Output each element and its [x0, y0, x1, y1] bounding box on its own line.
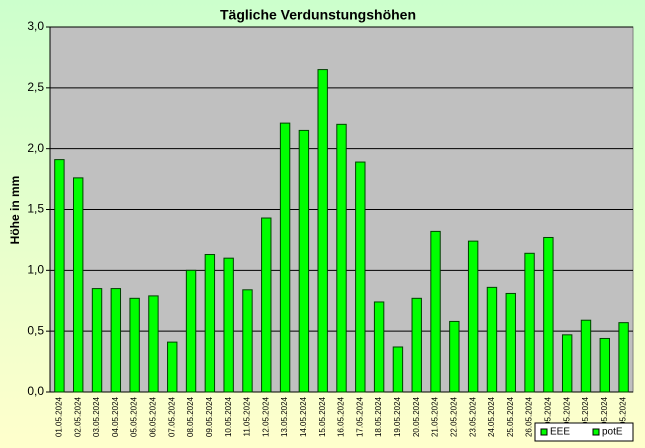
- bar: [54, 159, 65, 393]
- x-tick-label: 22.05.2024: [449, 396, 458, 437]
- y-tick-label: 0,0: [27, 384, 44, 398]
- bar: [261, 217, 272, 393]
- bar: [242, 289, 253, 393]
- bar: [91, 288, 103, 393]
- x-tick-label: 12.05.2024: [261, 396, 270, 437]
- bar: [505, 292, 516, 393]
- bar: [129, 297, 140, 393]
- bar: [223, 257, 234, 393]
- bar: [561, 334, 573, 393]
- x-tick-label: 23.05.2024: [468, 396, 477, 437]
- bar: [543, 236, 554, 393]
- y-tick-label: 2,5: [27, 80, 44, 94]
- legend-label: potE: [602, 427, 623, 438]
- x-tick-label: 24.05.2024: [487, 396, 496, 437]
- x-tick-label: 09.05.2024: [205, 396, 214, 437]
- x-tick-label: 05.05.2024: [130, 396, 139, 437]
- x-tick-label: 27.05.2024: [543, 396, 552, 437]
- bar: [373, 301, 385, 393]
- x-tick-label: 10.05.2024: [224, 396, 233, 437]
- legend-swatch: [540, 428, 548, 436]
- x-tick-label: 03.05.2024: [92, 396, 101, 437]
- bar: [411, 297, 422, 393]
- y-axis-label: Höhe in mm: [8, 176, 22, 245]
- bar: [336, 123, 347, 393]
- chart-title: Tägliche Verdunstungshöhen: [220, 7, 416, 23]
- x-tick-label: 18.05.2024: [374, 396, 383, 437]
- x-tick-label: 08.05.2024: [186, 396, 195, 437]
- x-tick-label: 28.05.2024: [562, 396, 571, 437]
- legend-box: [534, 422, 634, 442]
- x-tick-label: 29.05.2024: [581, 396, 590, 437]
- legend-swatch: [592, 428, 600, 436]
- bar: [317, 69, 328, 393]
- bar: [110, 288, 122, 393]
- bar: [279, 122, 291, 393]
- x-tick-label: 06.05.2024: [149, 396, 158, 437]
- x-tick-label: 19.05.2024: [393, 396, 402, 437]
- x-tick-label: 07.05.2024: [167, 396, 176, 437]
- x-tick-label: 26.05.2024: [525, 396, 534, 437]
- bar: [167, 341, 178, 393]
- x-tick-label: 15.05.2024: [318, 396, 327, 437]
- bar: [618, 322, 629, 393]
- x-tick-label: 25.05.2024: [506, 396, 515, 437]
- bar: [185, 269, 197, 393]
- x-tick-label: 04.05.2024: [111, 396, 120, 437]
- bar: [204, 254, 216, 393]
- y-tick-label: 1,0: [27, 263, 44, 277]
- x-tick-label: 20.05.2024: [412, 396, 421, 437]
- x-tick-label: 14.05.2024: [299, 396, 308, 437]
- bar: [449, 320, 460, 393]
- bar: [599, 337, 610, 393]
- bar: [467, 240, 479, 393]
- x-tick-label: 01.05.2024: [55, 396, 64, 437]
- x-tick-label: 02.05.2024: [73, 396, 82, 437]
- x-tick-label: 31.05.2024: [619, 396, 628, 437]
- y-tick-label: 3,0: [27, 19, 44, 33]
- legend-label: EEE: [550, 427, 570, 438]
- bar: [148, 295, 159, 393]
- y-tick-label: 0,5: [27, 323, 44, 337]
- bar: [298, 129, 310, 393]
- bar: [355, 161, 366, 393]
- bar: [73, 177, 84, 393]
- x-tick-label: 16.05.2024: [337, 396, 346, 437]
- x-tick-label: 11.05.2024: [243, 396, 252, 436]
- bar: [486, 286, 498, 393]
- bar: [580, 319, 592, 393]
- x-tick-label: 17.05.2024: [355, 396, 364, 437]
- x-tick-label: 13.05.2024: [280, 396, 289, 437]
- bar: [430, 230, 441, 393]
- x-tick-label: 21.05.2024: [431, 396, 440, 437]
- bar: [392, 346, 404, 393]
- y-tick-label: 1,5: [27, 202, 44, 216]
- bar: [524, 252, 535, 393]
- x-tick-label: 30.05.2024: [600, 396, 609, 437]
- y-tick-label: 2,0: [27, 141, 44, 155]
